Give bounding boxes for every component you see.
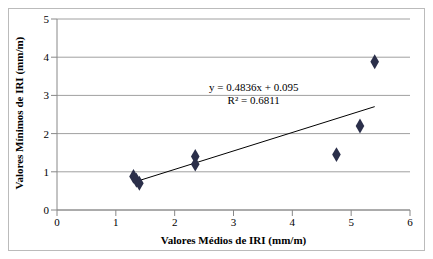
svg-text:4: 4 <box>44 51 50 63</box>
svg-text:2: 2 <box>172 216 178 228</box>
svg-text:3: 3 <box>44 89 50 101</box>
svg-text:1: 1 <box>44 166 50 178</box>
html-text:y = 0.4836x + 0.095: y = 0.4836x + 0.095 <box>209 81 299 93</box>
svg-text:3: 3 <box>231 216 237 228</box>
svg-text:6: 6 <box>407 216 413 228</box>
svg-text:5: 5 <box>44 13 50 25</box>
svg-text:5: 5 <box>348 216 354 228</box>
svg-text:Valores Mínimos de IRI (mm/m): Valores Mínimos de IRI (mm/m) <box>13 36 26 189</box>
svg-text:0: 0 <box>44 204 50 216</box>
svg-text:1: 1 <box>113 216 119 228</box>
svg-text:4: 4 <box>290 216 296 228</box>
svg-text:Valores Médios de IRI (mm/m): Valores Médios de IRI (mm/m) <box>161 234 307 247</box>
html-text:R² = 0.6811: R² = 0.6811 <box>227 94 280 106</box>
svg-text:2: 2 <box>44 128 50 140</box>
svg-text:0: 0 <box>54 216 60 228</box>
